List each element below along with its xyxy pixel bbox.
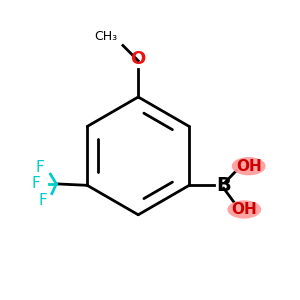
Ellipse shape xyxy=(232,157,266,175)
Ellipse shape xyxy=(227,200,261,219)
Text: B: B xyxy=(216,176,231,195)
Text: O: O xyxy=(130,50,146,68)
Text: F: F xyxy=(32,176,41,191)
Text: OH: OH xyxy=(231,202,257,217)
Text: OH: OH xyxy=(236,159,262,174)
Text: F: F xyxy=(36,160,44,175)
Text: F: F xyxy=(39,193,47,208)
Text: CH₃: CH₃ xyxy=(94,29,118,43)
